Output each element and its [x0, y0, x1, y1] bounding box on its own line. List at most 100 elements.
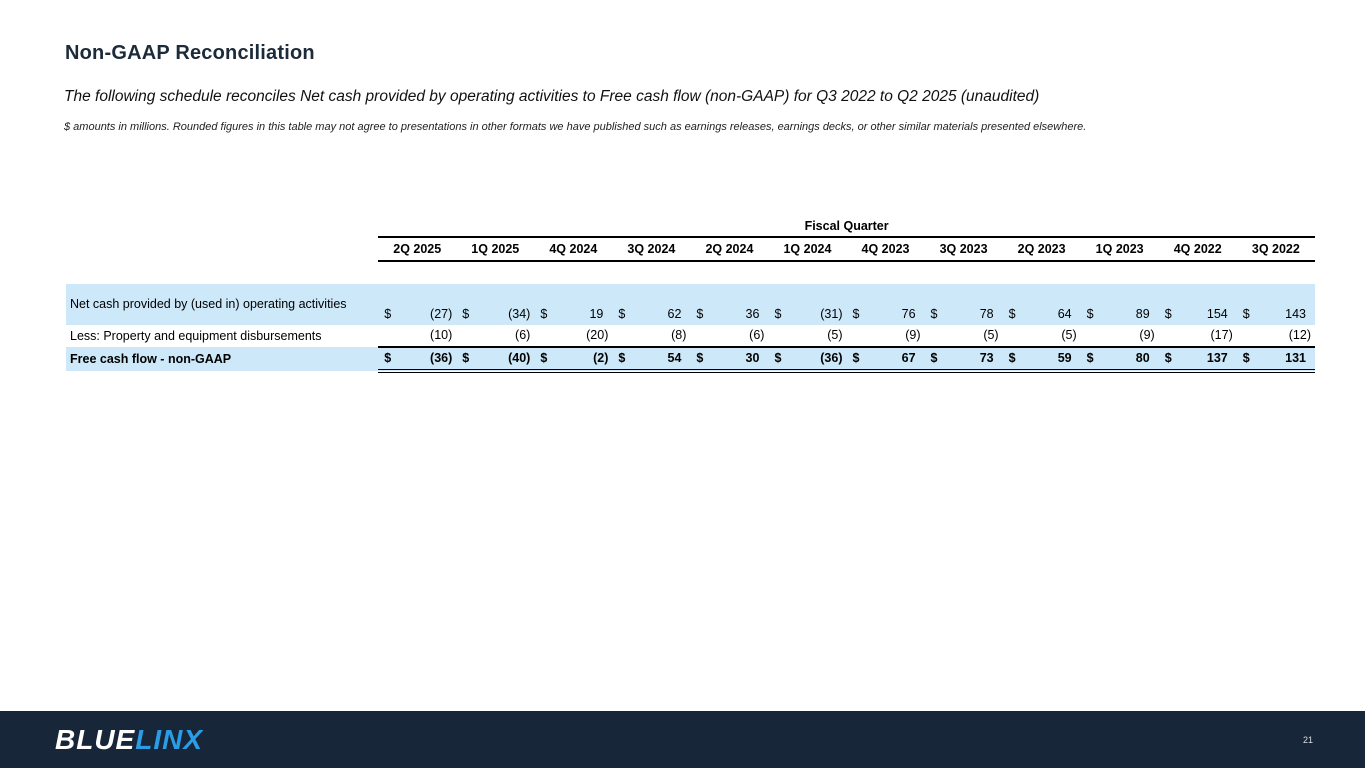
cell-value: 80	[1135, 351, 1150, 365]
cell-content: (17)	[1159, 325, 1237, 346]
cell-content: $30	[690, 348, 768, 369]
value-cell: (17)	[1158, 325, 1237, 348]
value-cell: $ (40)	[456, 347, 535, 373]
cell-value: (6)	[749, 328, 765, 342]
currency-symbol: $	[1164, 307, 1172, 321]
value-cell: (5)	[1002, 325, 1081, 348]
cell-content: $143	[1237, 304, 1315, 325]
logo-text-linx: LINX	[135, 723, 204, 755]
currency-symbol: $	[384, 351, 392, 365]
cell-value: 62	[667, 307, 682, 321]
label-column-spacer	[66, 237, 378, 261]
cell-value: (31)	[820, 307, 843, 321]
currency-symbol: $	[930, 307, 938, 321]
cell-value: (6)	[515, 328, 531, 342]
cell-content: (12)	[1237, 325, 1315, 346]
currency-symbol: $	[618, 307, 626, 321]
logo-text-blue: BLUE	[55, 723, 136, 755]
cell-value: (36)	[820, 351, 843, 365]
currency-symbol: $	[1086, 307, 1094, 321]
value-cell: (20)	[534, 325, 613, 348]
cell-content: $137	[1159, 348, 1237, 369]
column-header: 1Q 2025	[456, 237, 535, 262]
cell-value: 54	[667, 351, 682, 365]
column-header: 3Q 2023	[924, 237, 1003, 262]
cell-value: (17)	[1210, 328, 1233, 342]
cell-value: (5)	[1061, 328, 1077, 342]
cell-value: (36)	[430, 351, 453, 365]
value-cell: $143	[1236, 284, 1315, 325]
cell-content: $89	[1081, 304, 1159, 325]
currency-symbol: $	[1008, 307, 1016, 321]
cell-content: (6)	[456, 325, 534, 346]
cell-value: (5)	[827, 328, 843, 342]
cell-value: 78	[979, 307, 994, 321]
cell-content: $19	[534, 304, 612, 325]
cell-value: 19	[589, 307, 604, 321]
cell-value: (27)	[430, 307, 453, 321]
value-cell: $36	[690, 284, 769, 325]
cell-content: (20)	[534, 325, 612, 346]
column-header: 4Q 2023	[846, 237, 925, 262]
currency-symbol: $	[696, 351, 704, 365]
cell-content: (6)	[690, 325, 768, 346]
value-cell: (9)	[1080, 325, 1159, 348]
footer-bar: BLUELINX 21	[0, 711, 1365, 768]
cell-content: $ (2)	[534, 348, 612, 369]
cell-content: $59	[1003, 348, 1081, 369]
value-cell: $131	[1236, 347, 1315, 373]
cell-content: (9)	[1081, 325, 1159, 346]
footnote-text: $ amounts in millions. Rounded figures i…	[64, 121, 1087, 133]
table-row: Free cash flow - non-GAAP $ (36) $ (40) $ (2) $…	[66, 347, 1315, 373]
row-label: Less: Property and equipment disbursemen…	[70, 328, 322, 343]
page-title: Non-GAAP Reconciliation	[65, 42, 315, 64]
cell-content: $ (36)	[378, 348, 456, 369]
reconciliation-table: Fiscal Quarter 2Q 2025 1Q 2025 4Q 2024 3Q 20…	[66, 215, 1315, 373]
value-cell: (5)	[768, 325, 847, 348]
value-cell: $73	[924, 347, 1003, 373]
value-cell: $59	[1002, 347, 1081, 373]
value-cell: (8)	[612, 325, 691, 348]
cell-content: $154	[1159, 304, 1237, 325]
row-label: Free cash flow - non-GAAP	[66, 347, 379, 371]
cell-value: 59	[1057, 351, 1072, 365]
cell-value: (20)	[586, 328, 609, 342]
cell-content: $ (40)	[456, 348, 534, 369]
value-cell: $ (36)	[378, 347, 457, 373]
label-column-spacer	[66, 215, 378, 237]
cell-content: (5)	[1003, 325, 1081, 346]
value-cell: (10)	[378, 325, 457, 348]
cell-content: (5)	[768, 325, 846, 346]
fiscal-quarter-row: Fiscal Quarter	[66, 215, 1315, 238]
value-cell: $137	[1158, 347, 1237, 373]
cell-content: $62	[612, 304, 690, 325]
value-cell: $ (27)	[378, 284, 457, 325]
cell-content: (8)	[612, 325, 690, 346]
value-cell: $78	[924, 284, 1003, 325]
cell-value: 30	[745, 351, 760, 365]
column-header: 3Q 2022	[1236, 237, 1315, 262]
currency-symbol: $	[1242, 351, 1250, 365]
value-cell: (12)	[1236, 325, 1315, 348]
currency-symbol: $	[1242, 307, 1250, 321]
column-header: 4Q 2024	[534, 237, 613, 262]
cell-content: $76	[847, 304, 925, 325]
currency-symbol: $	[774, 307, 782, 321]
cell-content: $36	[690, 304, 768, 325]
currency-symbol: $	[462, 307, 470, 321]
cell-content: $73	[925, 348, 1003, 369]
slide-subtitle: The following schedule reconciles Net ca…	[64, 88, 1040, 105]
cell-content: $ (36)	[768, 348, 846, 369]
cell-content: $67	[847, 348, 925, 369]
column-header: 2Q 2023	[1002, 237, 1081, 262]
column-header: 1Q 2023	[1080, 237, 1159, 262]
cell-value: (9)	[905, 328, 921, 342]
currency-symbol: $	[384, 307, 392, 321]
currency-symbol: $	[618, 351, 626, 365]
value-cell: $80	[1080, 347, 1159, 373]
value-cell: $76	[846, 284, 925, 325]
column-header: 2Q 2025	[378, 237, 457, 262]
cell-content: $131	[1237, 348, 1315, 369]
cell-value: (34)	[508, 307, 531, 321]
